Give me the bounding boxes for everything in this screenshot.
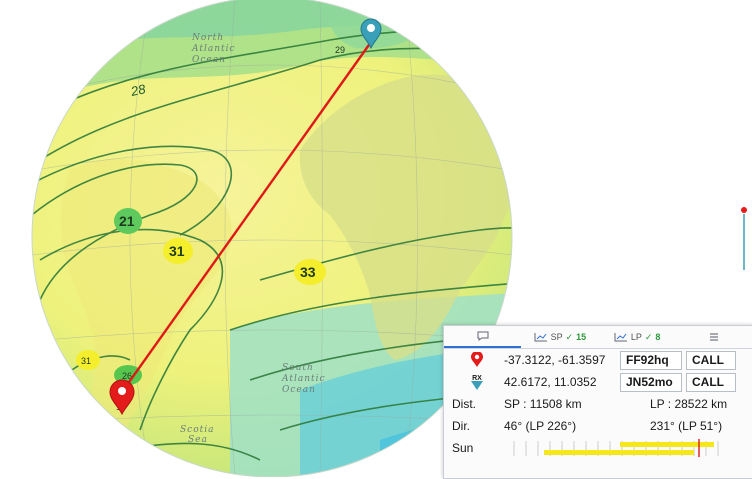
panel-tabs: SP ✓ 15 LP ✓ 8 bbox=[444, 326, 752, 349]
blob-label-21: 21 bbox=[119, 213, 135, 229]
blob-label-33: 33 bbox=[300, 264, 316, 280]
rx-coordinates[interactable]: 42.6172, 11.0352 bbox=[504, 375, 597, 389]
rx-direction: 231° (LP 51°) bbox=[650, 419, 723, 433]
blob-label-31-small: 31 bbox=[81, 356, 91, 366]
ocean-label-scotia-sea: Scotia Sea bbox=[180, 425, 218, 445]
sun-bar-tx bbox=[544, 450, 694, 455]
africa-landmass bbox=[299, 74, 512, 360]
south-america-landmass bbox=[60, 159, 232, 477]
chart-icon bbox=[534, 333, 547, 342]
tx-row: -37.3122, -61.3597 FF92hq CALL bbox=[444, 349, 752, 371]
list-icon bbox=[710, 333, 719, 341]
contour-blob-33 bbox=[294, 259, 326, 285]
contour-blob-21 bbox=[114, 208, 142, 234]
blob-label-26: 26 bbox=[122, 371, 132, 381]
long-path-distance: LP : 28522 km bbox=[650, 397, 728, 411]
check-icon: ✓ bbox=[565, 331, 574, 342]
tx-coordinates[interactable]: -37.3122, -61.3597 bbox=[504, 353, 606, 367]
short-path-line bbox=[121, 41, 372, 393]
rx-badge: RX bbox=[472, 375, 482, 382]
offscreen-marker bbox=[741, 207, 747, 270]
chat-icon bbox=[477, 331, 489, 341]
tab-info[interactable] bbox=[444, 326, 522, 348]
tab-list[interactable] bbox=[676, 326, 752, 348]
tx-call-field[interactable]: CALL bbox=[686, 350, 736, 370]
sun-row: Sun bbox=[444, 437, 752, 459]
contour-blob-31 bbox=[163, 238, 193, 264]
rx-icon bbox=[367, 24, 375, 32]
sun-timeline[interactable] bbox=[504, 438, 734, 458]
tab-lp-count: 8 bbox=[655, 332, 661, 342]
graticule bbox=[32, 0, 512, 477]
sun-bar-rx bbox=[620, 442, 714, 447]
blob-label-31: 31 bbox=[169, 243, 185, 259]
check-icon: ✓ bbox=[644, 331, 653, 342]
tab-sp-count: 15 bbox=[576, 332, 587, 342]
tab-long-path[interactable]: LP ✓ 8 bbox=[599, 326, 676, 348]
distance-row: Dist. SP : 11508 km LP : 28522 km bbox=[444, 393, 752, 415]
sun-label: Sun bbox=[452, 441, 474, 455]
ocean-label-south-atlantic: South Atlantic Ocean bbox=[281, 363, 329, 395]
direction-label: Dir. bbox=[452, 419, 470, 433]
distance-label: Dist. bbox=[452, 397, 476, 411]
tx-icon bbox=[118, 387, 126, 395]
rx-call-field[interactable]: CALL bbox=[686, 372, 736, 392]
tx-grid-field[interactable]: FF92hq bbox=[620, 350, 682, 370]
tx-location-marker[interactable] bbox=[109, 379, 135, 416]
tab-short-path[interactable]: SP ✓ 15 bbox=[521, 326, 598, 348]
tab-lp-label: LP bbox=[630, 332, 642, 342]
contour-label-28: 28 bbox=[129, 81, 148, 99]
rx-location-marker[interactable] bbox=[360, 18, 382, 50]
tx-direction: 46° (LP 226°) bbox=[504, 419, 577, 433]
rx-grid-field[interactable]: JN52mo bbox=[620, 372, 682, 392]
direction-row: Dir. 46° (LP 226°) 231° (LP 51°) bbox=[444, 415, 752, 437]
tx-pin-icon bbox=[471, 352, 483, 367]
tab-sp-label: SP bbox=[550, 332, 563, 342]
short-path-distance: SP : 11508 km bbox=[504, 397, 582, 411]
chart-icon bbox=[614, 333, 627, 342]
path-info-panel: SP ✓ 15 LP ✓ 8 -37.3122, -61.3597 bbox=[443, 325, 752, 479]
rx-row: RX 42.6172, 11.0352 JN52mo CALL bbox=[444, 371, 752, 393]
ocean-label-north-atlantic: North Atlantic Ocean bbox=[191, 33, 239, 65]
contour-label-29: 29 bbox=[335, 45, 345, 55]
rx-pin-icon: RX bbox=[471, 375, 483, 390]
